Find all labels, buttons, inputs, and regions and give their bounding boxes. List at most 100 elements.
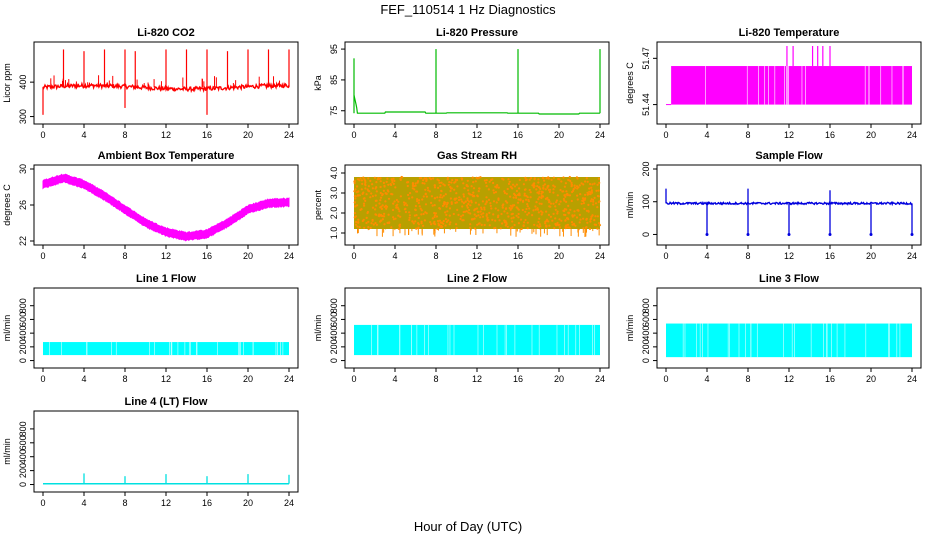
rh-point xyxy=(382,215,385,218)
rh-point xyxy=(504,224,507,227)
rh-point xyxy=(392,202,395,205)
rh-point xyxy=(588,187,591,190)
rh-point xyxy=(403,208,406,211)
rh-point xyxy=(379,191,382,195)
rh-point xyxy=(500,212,503,216)
rh-point xyxy=(519,198,522,201)
y-axis-label: ml/min xyxy=(313,315,323,342)
rh-point xyxy=(592,203,595,206)
rh-point xyxy=(590,217,593,220)
rh-point xyxy=(444,201,447,204)
rh-point xyxy=(419,207,422,210)
rh-point xyxy=(387,197,391,200)
rh-point xyxy=(375,190,378,193)
rh-point xyxy=(582,217,585,220)
rh-point xyxy=(457,213,460,216)
y-tick-label: 600 xyxy=(641,312,651,327)
rh-point xyxy=(385,205,388,208)
rh-point xyxy=(462,193,465,196)
rh-point xyxy=(448,214,451,217)
rh-point xyxy=(357,218,360,221)
rh-point xyxy=(466,206,469,209)
rh-point xyxy=(576,194,579,197)
chart-panel: Li-820 Temperature degrees C 0 4 8 12 16 20 24 51… xyxy=(625,27,922,140)
rh-point xyxy=(593,196,596,199)
rh-point xyxy=(582,183,585,186)
rh-point xyxy=(554,217,557,220)
rh-point xyxy=(543,183,547,186)
y-tick-label: 30 xyxy=(18,164,28,174)
rh-point xyxy=(390,178,393,181)
plot-frame xyxy=(33,287,299,369)
rh-point xyxy=(506,187,509,191)
rh-point xyxy=(450,187,453,190)
chart-panel: Line 3 Flow ml/min 0 4 8 12 16 20 24 0 20040060080… xyxy=(625,273,922,384)
rh-point xyxy=(423,182,426,185)
rh-point xyxy=(374,221,377,225)
rh-point xyxy=(568,194,572,197)
rh-point xyxy=(538,217,541,220)
rh-point xyxy=(414,182,417,185)
x-tick-label: 24 xyxy=(907,251,917,261)
rh-point xyxy=(417,216,420,220)
rh-point xyxy=(394,217,397,220)
rh-point xyxy=(552,191,555,194)
rh-point xyxy=(363,197,366,200)
rh-point xyxy=(538,223,541,226)
rh-point xyxy=(586,180,589,183)
rh-point xyxy=(569,208,572,211)
chart-title: Sample Flow xyxy=(755,150,823,162)
rh-point xyxy=(554,205,557,208)
rh-point xyxy=(398,210,401,213)
rh-point xyxy=(367,226,370,229)
rh-point xyxy=(513,223,516,227)
rh-point xyxy=(521,208,524,212)
rh-point xyxy=(356,225,359,228)
rh-point xyxy=(462,202,465,205)
rh-point xyxy=(514,194,518,197)
rh-point xyxy=(468,208,471,212)
rh-point xyxy=(456,208,459,211)
x-tick-label: 12 xyxy=(472,130,482,140)
chart-title: Li-820 Temperature xyxy=(739,27,840,39)
rh-point xyxy=(485,213,488,216)
rh-point xyxy=(365,193,368,196)
rh-point xyxy=(464,200,467,203)
rh-point xyxy=(542,177,545,180)
rh-point xyxy=(488,224,491,227)
x-tick-label: 24 xyxy=(595,251,605,261)
sample-flow-series xyxy=(665,200,913,207)
rh-point xyxy=(576,187,579,190)
rh-point xyxy=(397,208,400,211)
rh-point xyxy=(536,185,539,188)
rh-point xyxy=(442,183,445,186)
rh-point xyxy=(488,180,491,183)
x-tick-label: 4 xyxy=(392,251,397,261)
rh-point xyxy=(385,207,388,210)
x-tick-label: 12 xyxy=(161,374,171,384)
rh-point xyxy=(473,217,476,220)
rh-point xyxy=(540,202,543,205)
rh-point xyxy=(510,217,513,220)
rh-point xyxy=(375,204,378,207)
rh-point xyxy=(384,192,387,195)
rh-point xyxy=(476,223,479,226)
rh-point xyxy=(442,194,445,197)
rh-point xyxy=(374,208,377,211)
rh-point xyxy=(536,224,539,227)
rh-point xyxy=(433,186,437,189)
rh-point xyxy=(354,188,357,191)
rh-point xyxy=(461,205,464,208)
rh-point xyxy=(379,199,382,202)
rh-point xyxy=(383,223,386,226)
rh-point xyxy=(480,223,483,226)
rh-point xyxy=(517,198,520,201)
rh-point xyxy=(556,221,559,225)
x-tick-label: 12 xyxy=(784,251,794,261)
rh-point xyxy=(379,177,382,180)
rh-point xyxy=(537,178,540,181)
rh-point xyxy=(541,211,544,214)
rh-point xyxy=(574,186,577,189)
rh-point xyxy=(508,206,511,210)
